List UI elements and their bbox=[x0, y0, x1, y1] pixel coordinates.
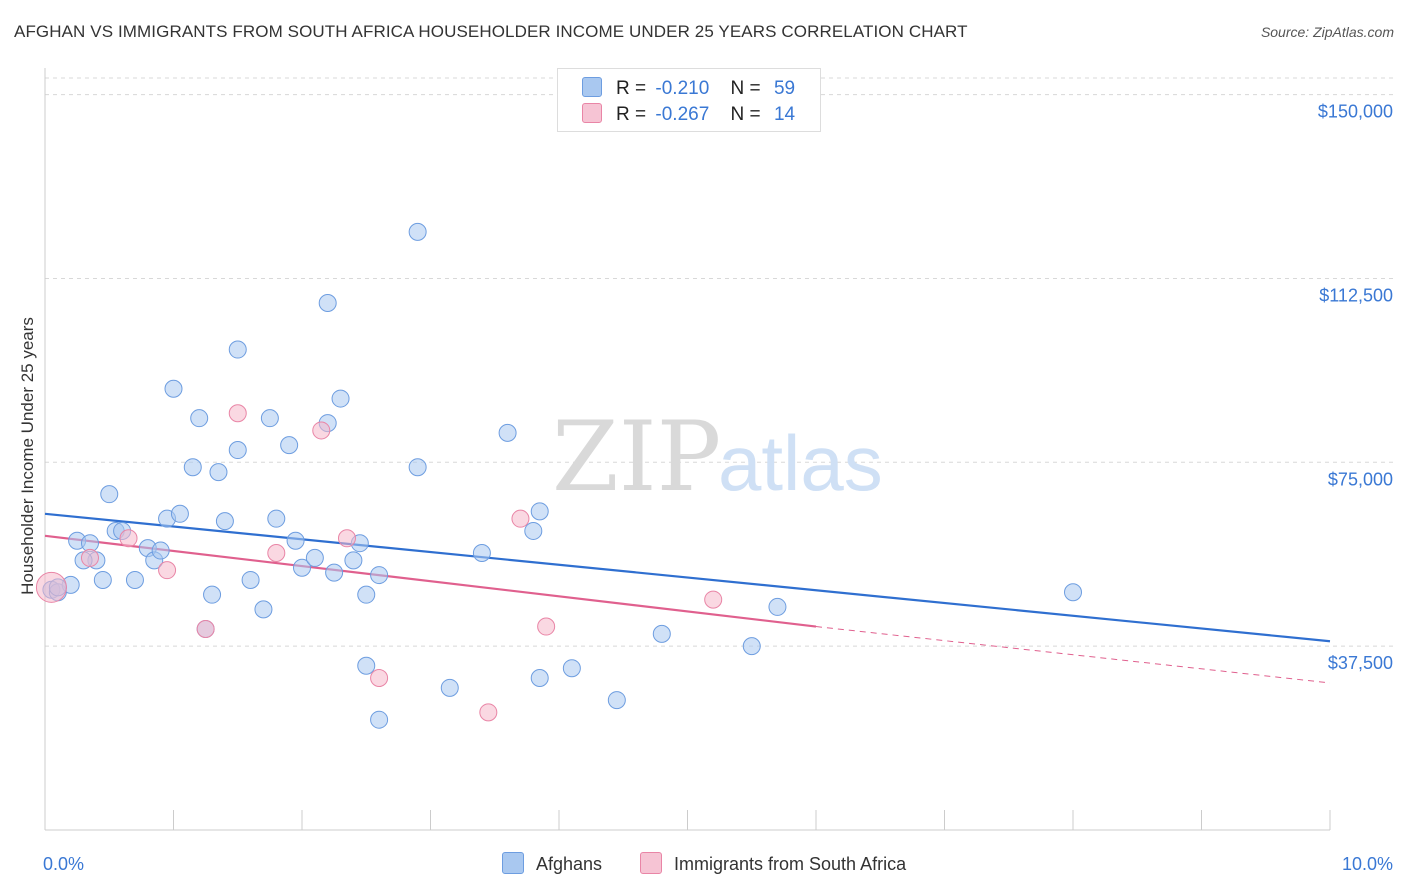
legend-n-value: 59 bbox=[773, 78, 796, 99]
legend-r-value: -0.267 bbox=[655, 104, 710, 125]
data-point-afghans bbox=[325, 563, 344, 582]
data-point-afghans bbox=[93, 570, 112, 589]
data-point-afghans bbox=[408, 458, 427, 477]
watermark-atlas: atlas bbox=[718, 419, 883, 507]
data-point-afghans bbox=[331, 389, 350, 408]
data-point-afghans bbox=[305, 548, 324, 567]
source-credit: Source: ZipAtlas.com bbox=[1260, 24, 1394, 40]
data-point-afghans bbox=[164, 379, 183, 398]
x-tick-label: 10.0% bbox=[1342, 854, 1393, 874]
watermark: ZIP atlas bbox=[552, 401, 883, 513]
data-point-afghans bbox=[293, 558, 311, 577]
axes bbox=[44, 68, 1331, 831]
data-point-afghans bbox=[190, 409, 209, 428]
data-point-south-africa bbox=[35, 571, 67, 603]
data-point-afghans bbox=[228, 340, 247, 359]
data-point-south-africa bbox=[479, 703, 498, 722]
trend-line-south-africa-extension bbox=[815, 626, 1331, 684]
grid-lines bbox=[45, 77, 1395, 647]
data-point-afghans bbox=[151, 541, 170, 560]
data-point-afghans bbox=[357, 656, 376, 675]
data-point-south-africa bbox=[158, 561, 177, 580]
data-point-afghans bbox=[318, 293, 337, 312]
data-point-afghans bbox=[280, 436, 299, 455]
bottom-legend-swatch-pink bbox=[640, 852, 662, 874]
tick-labels: $37,500 $75,000 $112,500 $150,000 0.0% 10.0% bbox=[43, 102, 1393, 874]
data-point-afghans bbox=[260, 409, 279, 428]
data-point-afghans bbox=[408, 222, 427, 241]
y-tick-label: $37,500 bbox=[1328, 653, 1393, 673]
data-point-afghans bbox=[742, 637, 761, 656]
data-points bbox=[35, 222, 1082, 729]
bottom-legend-swatch-blue bbox=[502, 852, 524, 874]
data-point-afghans bbox=[183, 458, 202, 477]
y-tick-label: $150,000 bbox=[1318, 102, 1393, 122]
data-point-afghans bbox=[100, 485, 119, 504]
legend-swatch-pink bbox=[582, 103, 602, 123]
data-point-afghans bbox=[215, 512, 234, 531]
bottom-legend-label-pink: Immigrants from South Africa bbox=[674, 854, 907, 874]
legend-r-label: R = bbox=[616, 78, 647, 99]
data-point-south-africa bbox=[537, 617, 556, 636]
bottom-legend-afghans: Afghans bbox=[502, 852, 602, 875]
data-point-afghans bbox=[530, 669, 549, 688]
data-point-south-africa bbox=[370, 669, 389, 688]
data-point-afghans bbox=[357, 585, 376, 604]
bottom-legend-south-africa: Immigrants from South Africa bbox=[640, 852, 906, 875]
legend-r-label: R = bbox=[616, 104, 647, 125]
legend-row-south-africa: R = -0.267 N = 14 bbox=[582, 103, 795, 126]
legend-r-value: -0.210 bbox=[655, 78, 710, 99]
data-point-south-africa bbox=[228, 404, 247, 423]
data-point-afghans bbox=[125, 570, 144, 589]
legend-n-label: N = bbox=[730, 78, 761, 99]
data-point-south-africa bbox=[80, 548, 99, 567]
legend-n-value: 14 bbox=[773, 104, 796, 125]
data-point-afghans bbox=[370, 566, 389, 585]
x-tick-label: 0.0% bbox=[43, 854, 84, 874]
data-point-afghans bbox=[254, 600, 273, 619]
y-axis-label: Householder Income Under 25 years bbox=[18, 317, 37, 595]
data-point-south-africa bbox=[267, 544, 286, 563]
stats-legend: R = -0.210 N = 59 R = -0.267 N = 14 bbox=[557, 68, 821, 132]
data-point-south-africa bbox=[704, 590, 723, 609]
trend-line-afghans bbox=[44, 512, 1331, 643]
data-point-south-africa bbox=[196, 619, 215, 638]
data-point-afghans bbox=[286, 531, 305, 550]
bottom-legend-label-blue: Afghans bbox=[536, 854, 603, 874]
data-point-afghans bbox=[530, 502, 549, 521]
data-point-south-africa bbox=[337, 529, 356, 548]
data-point-afghans bbox=[562, 659, 581, 678]
trend-lines bbox=[44, 512, 1331, 684]
data-point-afghans bbox=[203, 585, 222, 604]
watermark-zip: ZIP bbox=[552, 401, 721, 513]
data-point-afghans bbox=[344, 551, 363, 570]
data-point-south-africa bbox=[511, 509, 530, 528]
data-point-afghans bbox=[241, 570, 260, 589]
legend-swatch-blue bbox=[582, 77, 602, 97]
data-point-afghans bbox=[768, 597, 787, 616]
data-point-afghans bbox=[370, 710, 389, 729]
data-point-afghans bbox=[267, 509, 286, 528]
data-point-afghans bbox=[524, 521, 543, 540]
data-point-afghans bbox=[607, 691, 626, 710]
legend-row-afghans: R = -0.210 N = 59 bbox=[582, 77, 795, 100]
data-point-afghans bbox=[498, 423, 517, 442]
data-point-afghans bbox=[472, 544, 491, 563]
data-point-afghans bbox=[652, 624, 671, 643]
data-point-south-africa bbox=[119, 529, 138, 548]
data-point-afghans bbox=[440, 678, 459, 697]
trend-line-south-africa bbox=[44, 534, 817, 628]
data-point-south-africa bbox=[312, 421, 331, 440]
data-point-afghans bbox=[170, 504, 189, 523]
legend-n-label: N = bbox=[730, 104, 761, 125]
chart-title: AFGHAN VS IMMIGRANTS FROM SOUTH AFRICA H… bbox=[14, 22, 968, 41]
data-point-afghans bbox=[209, 463, 228, 482]
y-tick-label: $112,500 bbox=[1319, 285, 1393, 305]
data-point-afghans bbox=[1064, 583, 1082, 602]
y-tick-label: $75,000 bbox=[1328, 469, 1393, 489]
data-point-afghans bbox=[228, 441, 247, 460]
